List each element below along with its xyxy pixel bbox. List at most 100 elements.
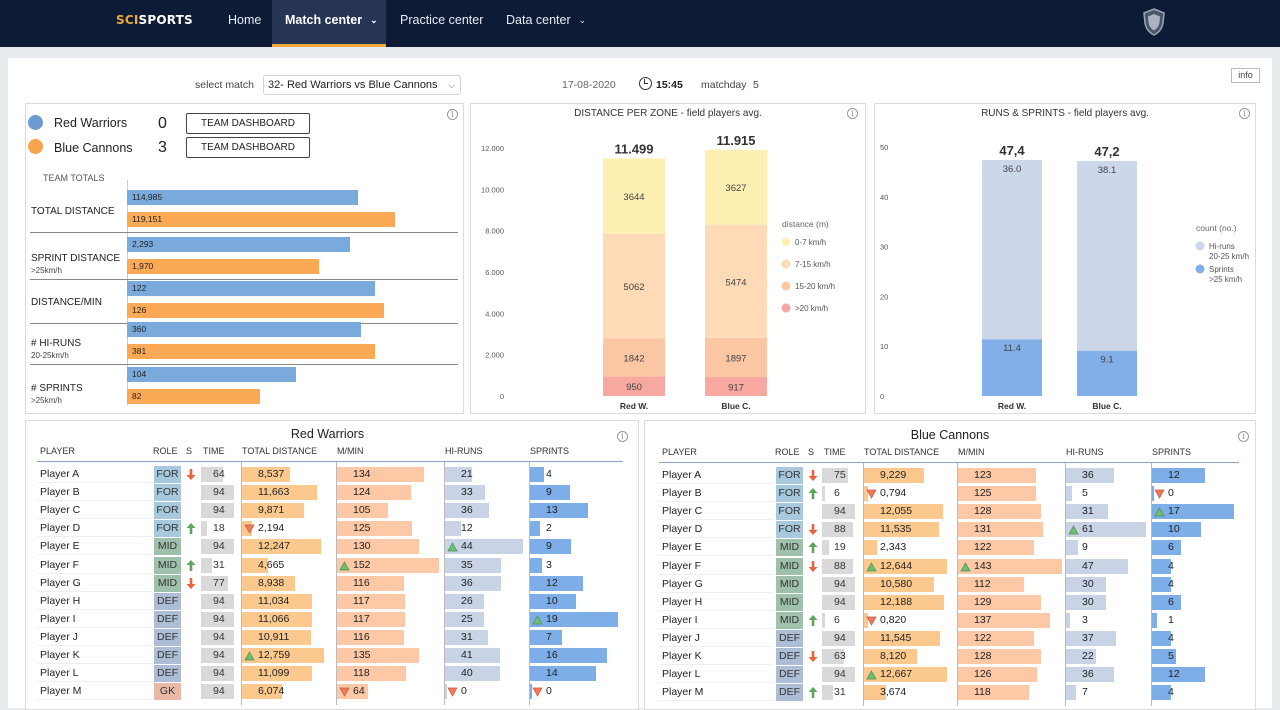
stack-segment <box>705 377 767 396</box>
hir-bar <box>1066 685 1076 701</box>
legend-label: Hi-runs <box>1209 242 1235 251</box>
nav-practice-center[interactable]: Practice center <box>400 13 484 27</box>
hir-bar <box>1066 522 1146 538</box>
column-divider <box>444 462 445 706</box>
stack-segment <box>603 376 665 396</box>
player-name[interactable]: Player K <box>40 649 80 661</box>
player-name[interactable]: Player J <box>40 630 78 643</box>
player-name[interactable]: Player D <box>662 523 703 536</box>
runs-chart-title: RUNS & SPRINTS - field players avg. <box>981 108 1149 119</box>
time-value: 94 <box>213 594 225 607</box>
column-header[interactable]: TIME <box>203 446 225 456</box>
red-team-dashboard-button[interactable]: TEAM DASHBOARD <box>186 113 310 134</box>
y-tick-label: 10.000 <box>481 185 504 194</box>
role-badge: MID <box>776 593 803 611</box>
mmin-value: 135 <box>353 649 371 661</box>
info-icon[interactable]: i <box>1239 108 1250 119</box>
column-header[interactable]: TIME <box>824 447 846 457</box>
info-icon[interactable]: i <box>1238 431 1249 442</box>
column-header[interactable]: SPRINTS <box>1152 447 1192 457</box>
column-header[interactable]: M/MIN <box>958 447 985 457</box>
player-name[interactable]: Player I <box>40 612 76 625</box>
dist-value: 0,820 <box>880 613 907 626</box>
player-name[interactable]: Player F <box>662 559 702 572</box>
column-header[interactable]: S <box>808 447 815 457</box>
mmin-bar <box>337 521 412 537</box>
legend-swatch <box>781 259 791 269</box>
player-name[interactable]: Player B <box>662 487 702 500</box>
player-name[interactable]: Player L <box>662 668 701 681</box>
hir-value: 40 <box>461 667 473 680</box>
player-name[interactable]: Player L <box>40 667 79 680</box>
info-icon[interactable]: i <box>847 108 858 119</box>
shield-icon[interactable] <box>1142 8 1166 36</box>
player-name[interactable]: Player E <box>662 541 702 554</box>
mmin-bar <box>337 629 404 645</box>
spr-value: 6 <box>1168 541 1174 554</box>
mmin-bar <box>958 612 1050 628</box>
arrow-down-icon <box>808 651 818 662</box>
nav-home[interactable]: Home <box>228 13 262 27</box>
player-name[interactable]: Player G <box>40 576 81 589</box>
spr-bar <box>1152 649 1176 664</box>
hir-value: 36 <box>1082 469 1094 481</box>
player-name[interactable]: Player J <box>662 631 700 644</box>
mmin-bar <box>337 503 388 519</box>
red-team-bar: 360 <box>127 322 361 337</box>
info-button[interactable]: info <box>1231 68 1260 83</box>
player-name[interactable]: Player H <box>662 595 703 608</box>
info-icon[interactable]: i <box>617 431 628 442</box>
spr-bar <box>530 666 596 682</box>
player-name[interactable]: Player D <box>40 522 81 535</box>
hir-value: 44 <box>461 540 473 553</box>
player-name[interactable]: Player B <box>40 486 80 499</box>
match-select[interactable]: 32- Red Warriors vs Blue Cannons ⌵ <box>263 75 461 95</box>
column-header[interactable]: TOTAL DISTANCE <box>242 446 318 456</box>
triangle-up-icon <box>339 560 350 570</box>
column-header[interactable]: SPRINTS <box>530 446 570 456</box>
scisports-logo[interactable]: SCISPORTS <box>116 13 193 27</box>
info-icon[interactable]: i <box>447 109 458 120</box>
segment-value-label: 3644 <box>623 192 644 203</box>
nav-data-center[interactable]: Data center ⌄ <box>506 13 587 27</box>
hir-value: 5 <box>1082 487 1088 500</box>
player-name[interactable]: Player A <box>40 468 80 480</box>
mmin-bar <box>337 593 405 609</box>
time-value: 94 <box>834 668 846 681</box>
match-date: 17-08-2020 <box>562 79 616 91</box>
spr-value: 5 <box>1168 650 1174 662</box>
player-name[interactable]: Player K <box>662 650 702 662</box>
team-totals-label: TEAM TOTALS <box>43 173 105 183</box>
player-name[interactable]: Player H <box>40 594 81 607</box>
player-name[interactable]: Player F <box>40 558 80 571</box>
header-divider <box>659 462 1239 463</box>
column-header[interactable]: ROLE <box>775 447 800 457</box>
nav-match-center[interactable]: Match center ⌄ <box>272 0 386 47</box>
row-divider <box>37 518 152 520</box>
spr-value: 6 <box>1168 595 1174 608</box>
role-badge: FOR <box>154 466 181 483</box>
column-header[interactable]: ROLE <box>153 446 178 456</box>
player-name[interactable]: Player A <box>662 469 702 481</box>
column-header[interactable]: M/MIN <box>337 446 364 456</box>
legend-title: distance (m) <box>782 219 829 229</box>
column-header[interactable]: S <box>186 446 193 456</box>
blue-team-dashboard-button[interactable]: TEAM DASHBOARD <box>186 137 310 158</box>
role-badge: DEF <box>776 684 803 702</box>
segment-value-label: 1842 <box>623 353 644 364</box>
player-name[interactable]: Player M <box>40 685 82 698</box>
time-bar <box>201 539 234 555</box>
column-header[interactable]: HI-RUNS <box>445 446 483 456</box>
player-name[interactable]: Player C <box>40 504 81 517</box>
player-name[interactable]: Player E <box>40 540 80 553</box>
player-name[interactable]: Player C <box>662 505 703 518</box>
column-header[interactable]: TOTAL DISTANCE <box>864 447 940 457</box>
time-bar <box>822 486 825 502</box>
player-name[interactable]: Player I <box>662 613 698 626</box>
stack-segment <box>705 149 767 225</box>
player-name[interactable]: Player G <box>662 577 703 590</box>
player-name[interactable]: Player M <box>662 686 704 699</box>
column-header[interactable]: HI-RUNS <box>1066 447 1104 457</box>
spr-bar <box>530 575 583 591</box>
y-tick-label: 6.000 <box>485 268 504 277</box>
